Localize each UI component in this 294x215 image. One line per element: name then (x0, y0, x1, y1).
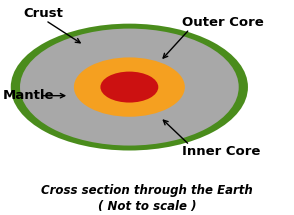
Ellipse shape (11, 24, 248, 150)
Text: Outer Core: Outer Core (182, 16, 264, 29)
Ellipse shape (20, 29, 239, 146)
Ellipse shape (74, 57, 185, 117)
Text: Cross section through the Earth: Cross section through the Earth (41, 184, 253, 197)
Text: ( Not to scale ): ( Not to scale ) (98, 200, 196, 213)
Text: Mantle: Mantle (3, 89, 54, 102)
Text: Inner Core: Inner Core (182, 145, 261, 158)
Ellipse shape (101, 72, 158, 103)
Text: Crust: Crust (24, 8, 64, 20)
